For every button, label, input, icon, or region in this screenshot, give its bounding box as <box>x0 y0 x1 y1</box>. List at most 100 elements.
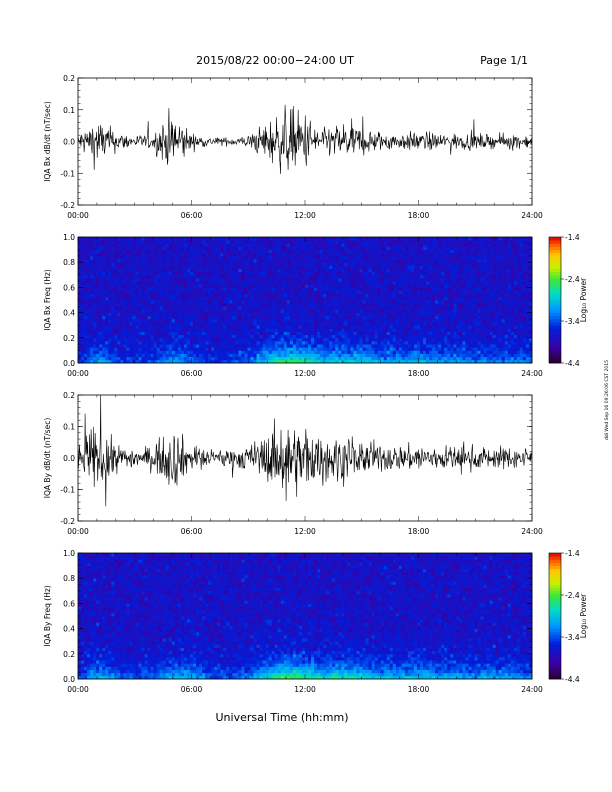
heat-cell <box>353 337 357 342</box>
heat-cell <box>305 322 309 326</box>
heat-cell <box>314 249 318 254</box>
heat-cell <box>398 274 403 279</box>
heat-cell <box>199 259 203 263</box>
heat-cell <box>317 356 321 361</box>
heat-cell <box>314 265 318 269</box>
heat-cell <box>114 255 118 260</box>
heat-cell <box>441 306 445 310</box>
heat-cell <box>114 350 118 354</box>
heat-cell <box>305 246 309 250</box>
heat-cell <box>329 315 333 320</box>
heat-cell <box>102 237 106 241</box>
heat-cell <box>250 265 254 269</box>
heat-cell <box>147 309 152 313</box>
heat-cell <box>441 274 445 279</box>
heat-cell <box>374 281 379 285</box>
heat-cell <box>335 287 339 291</box>
heat-cell <box>189 290 194 295</box>
y-axis-label: IQA Bx dB/dt (nT/sec) <box>43 101 52 182</box>
heat-cell <box>84 240 88 244</box>
heat-cell <box>108 284 112 288</box>
heat-cell <box>323 300 327 304</box>
heat-cell <box>171 252 176 257</box>
heat-cell <box>226 246 230 250</box>
heat-cell <box>432 296 436 301</box>
heat-cell <box>226 259 230 263</box>
heat-cell <box>189 318 194 323</box>
heat-cell <box>171 344 176 348</box>
heat-cell <box>311 284 315 288</box>
heat-cell <box>392 262 397 266</box>
heat-cell <box>377 240 382 244</box>
heat-cell <box>232 287 236 291</box>
heat-cell <box>202 281 206 285</box>
heat-cell <box>117 249 121 254</box>
heat-cell <box>99 340 103 345</box>
heat-cell <box>129 325 133 329</box>
heat-cell <box>320 281 324 285</box>
heat-cell <box>84 347 88 351</box>
heat-cell <box>208 246 212 250</box>
heat-cell <box>235 287 239 291</box>
heat-cell <box>123 347 127 351</box>
heat-cell <box>165 303 170 307</box>
heat-cell <box>398 334 403 339</box>
heat-cell <box>150 318 155 323</box>
heat-cell <box>277 353 282 358</box>
heat-cell <box>329 284 333 288</box>
heat-cell <box>277 340 282 345</box>
heat-cell <box>298 350 303 354</box>
heat-cell <box>244 334 248 339</box>
heat-cell <box>99 287 103 291</box>
heat-cell <box>277 240 282 244</box>
heat-cell <box>295 271 300 276</box>
heat-cell <box>217 259 221 263</box>
heat-cell <box>274 281 279 285</box>
heat-cell <box>404 328 409 332</box>
heat-cell <box>141 322 145 326</box>
heat-cell <box>286 243 291 247</box>
heat-cell <box>308 284 312 288</box>
heat-cell <box>126 353 130 358</box>
heat-cell <box>283 277 288 282</box>
heat-cell <box>153 243 158 247</box>
heat-cell <box>211 353 215 358</box>
heat-cell <box>438 274 442 279</box>
heat-cell <box>341 265 345 269</box>
heat-cell <box>232 359 236 364</box>
heat-cell <box>265 240 270 244</box>
heat-cell <box>123 331 127 336</box>
heat-cell <box>323 281 327 285</box>
heat-cell <box>174 347 179 351</box>
heat-cell <box>211 281 215 285</box>
heat-cell <box>147 312 152 317</box>
heat-cell <box>416 265 421 269</box>
heat-cell <box>320 240 324 244</box>
heat-cell <box>256 353 260 358</box>
heat-cell <box>105 340 109 345</box>
heat-cell <box>84 290 88 295</box>
heat-cell <box>271 300 276 304</box>
heat-cell <box>301 271 306 276</box>
heat-cell <box>211 255 215 260</box>
heat-cell <box>123 268 127 273</box>
heat-cell <box>341 356 345 361</box>
heat-cell <box>413 303 418 307</box>
heat-cell <box>253 337 257 342</box>
heat-cell <box>232 274 236 279</box>
heat-cell <box>78 277 82 282</box>
heat-cell <box>353 325 357 329</box>
heat-cell <box>432 350 436 354</box>
heat-cell <box>126 350 130 354</box>
heat-cell <box>371 318 376 323</box>
heat-cell <box>108 356 112 361</box>
heat-cell <box>141 303 145 307</box>
heat-cell <box>132 315 136 320</box>
heat-cell <box>111 281 115 285</box>
heat-cell <box>256 252 260 257</box>
heat-cell <box>429 340 433 345</box>
heat-cell <box>268 353 273 358</box>
heat-cell <box>280 293 285 298</box>
heat-cell <box>305 271 309 276</box>
heat-cell <box>301 303 306 307</box>
